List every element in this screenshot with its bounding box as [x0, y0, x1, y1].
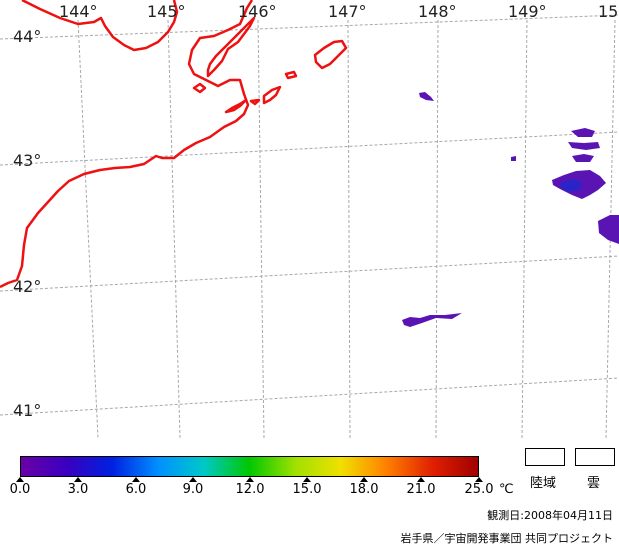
coastline-island — [192, 82, 207, 94]
sst-patch — [572, 154, 594, 162]
parallel-43 — [0, 131, 619, 166]
lat-label-44: 44° — [13, 27, 42, 46]
lon-label-147: 147° — [328, 2, 367, 21]
observation-date: 観測日:2008年04月11日 — [487, 509, 613, 522]
sst-patch — [571, 128, 595, 137]
meridian-147 — [347, 19, 351, 439]
temperature-colorbar — [20, 456, 479, 477]
land-legend-label: 陸域 — [530, 476, 557, 491]
sst-patch — [568, 142, 600, 150]
colorbar-tick-label: 3.0 — [67, 482, 89, 497]
land-legend-swatch — [525, 448, 565, 466]
lon-label-150: 15 — [598, 2, 619, 21]
colorbar-tick-mark — [360, 477, 368, 482]
meridian-146 — [257, 19, 265, 439]
colorbar-tick-label: 0.0 — [9, 482, 31, 497]
colorbar-tick-mark — [303, 477, 311, 482]
colorbar-tick-label: 9.0 — [182, 482, 204, 497]
colorbar-tick-mark — [475, 477, 483, 482]
coastline-island — [262, 85, 282, 105]
colorbar-tick-mark — [246, 477, 254, 482]
coastline-island — [224, 98, 248, 114]
coastline-mainland — [21, 0, 179, 52]
credit-text: 岩手県／宇宙開発事業団 共同プロジェクト — [400, 532, 614, 545]
sst-patch — [419, 92, 434, 101]
lat-label-42: 42° — [13, 277, 42, 296]
colorbar-tick-label: 15.0 — [292, 482, 322, 497]
parallel-42 — [0, 255, 619, 292]
meridian-149 — [521, 19, 528, 439]
coastline — [0, 0, 348, 289]
coastline-island — [313, 39, 348, 70]
lon-label-148: 148° — [418, 2, 457, 21]
lon-label-146: 146° — [238, 2, 277, 21]
sst-patch — [402, 313, 462, 327]
sst-patch — [511, 156, 516, 161]
meridian-145 — [167, 19, 181, 439]
lat-label-41: 41° — [13, 401, 42, 420]
colorbar-tick-label: 18.0 — [349, 482, 379, 497]
parallel-44 — [0, 14, 619, 40]
lon-label-145: 145° — [147, 2, 186, 21]
parallel-41 — [0, 377, 619, 416]
coastline-island — [206, 16, 256, 78]
coastline-island — [284, 70, 298, 80]
colorbar-tick-label: 25.0 — [464, 482, 494, 497]
colorbar-tick-mark — [74, 477, 82, 482]
colorbar-tick-mark — [16, 477, 24, 482]
lon-label-144: 144° — [59, 2, 98, 21]
lat-label-43: 43° — [13, 151, 42, 170]
colorbar-tick-mark — [132, 477, 140, 482]
coastline-mainland — [0, 0, 254, 289]
lon-label-149: 149° — [508, 2, 547, 21]
sst-patch — [598, 215, 619, 244]
cloud-legend-swatch — [575, 448, 615, 466]
colorbar-tick-mark — [189, 477, 197, 482]
colorbar-tick-label: 6.0 — [125, 482, 147, 497]
sst-patch — [560, 179, 582, 192]
colorbar-tick-mark — [417, 477, 425, 482]
colorbar-tick-label: 12.0 — [235, 482, 265, 497]
meridian-148 — [435, 19, 439, 439]
sst-patches — [402, 92, 619, 327]
graticule — [0, 14, 619, 439]
meridian-144 — [77, 19, 99, 439]
colorbar-tick-label: 21.0 — [406, 482, 436, 497]
temperature-unit: ℃ — [499, 482, 514, 497]
cloud-legend-label: 雲 — [587, 476, 601, 491]
coastline-island — [249, 98, 261, 106]
sst-map — [0, 0, 619, 439]
